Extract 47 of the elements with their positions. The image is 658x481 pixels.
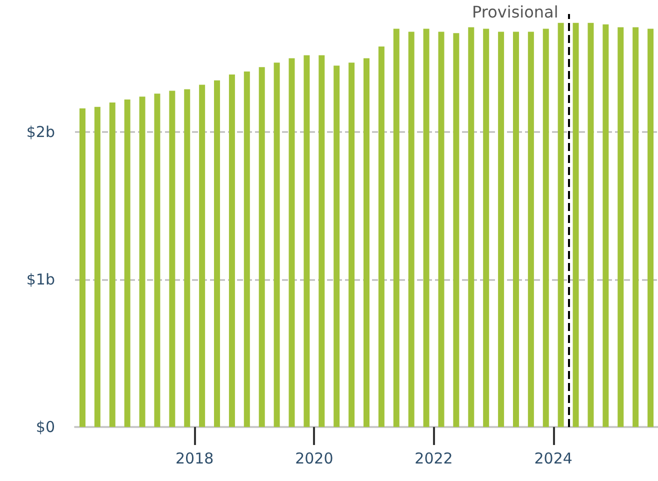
bar [558,22,564,427]
y-tick-label: $0 [36,418,55,436]
bar [378,46,384,427]
bar [572,22,579,427]
bar [512,32,519,427]
bar [169,90,176,427]
bar [318,55,325,427]
bar [228,74,235,427]
x-tick-label: 2022 [414,450,453,468]
bar [468,27,474,427]
x-tick-label: 2024 [534,450,572,468]
bar [274,62,280,427]
bar [408,32,414,427]
bar [139,96,146,427]
bar [588,22,594,427]
bar [288,58,295,427]
bar [498,32,504,427]
ref-line-label: Provisional [472,2,558,22]
x-tick-label: 2018 [175,450,214,468]
bar [618,27,624,427]
bar [214,80,220,427]
bar [258,67,265,427]
bar [304,55,310,427]
y-tick-label: $2b [26,123,55,141]
x-tick-label: 2020 [295,450,334,468]
bar [124,100,130,427]
bar [393,28,400,427]
bar [154,94,160,427]
bar [94,106,100,427]
bar [244,72,250,427]
bar [632,27,639,427]
bar [423,28,430,427]
bar [528,32,534,427]
bar [542,28,549,427]
bar [79,108,86,427]
bar [109,102,116,427]
bar [334,66,340,427]
bar [602,24,609,427]
bar [348,62,355,427]
bar [648,28,654,427]
bar [199,84,206,427]
bar [483,28,490,427]
bar [364,58,370,427]
bar [453,33,460,427]
bar [438,32,444,427]
bar [184,89,190,427]
y-tick-label: $1b [26,270,55,288]
